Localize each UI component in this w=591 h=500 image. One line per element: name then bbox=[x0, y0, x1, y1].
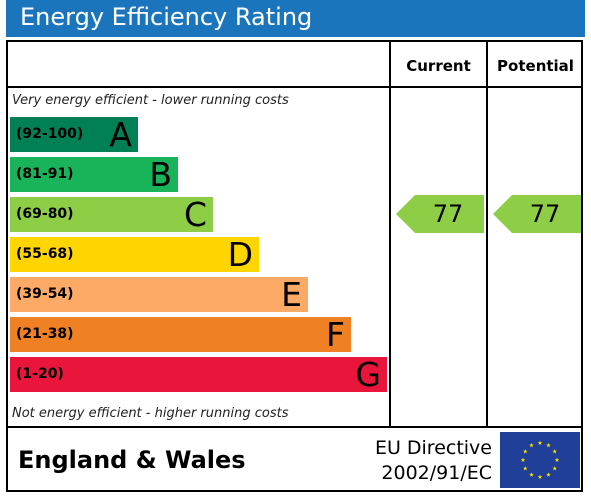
band-range-label: (69-80) bbox=[16, 206, 74, 222]
eu-flag-star bbox=[537, 440, 543, 445]
band-b: (81-91) B bbox=[10, 155, 178, 194]
band-range-label: (39-54) bbox=[16, 286, 74, 302]
band-d: (55-68) D bbox=[10, 235, 259, 274]
potential-rating-value: 77 bbox=[529, 200, 561, 228]
note-inefficient: Not energy efficient - higher running co… bbox=[12, 406, 289, 421]
footer-region: England & Wales bbox=[18, 446, 246, 474]
band-f: (21-38) F bbox=[10, 315, 351, 354]
band-letter: G bbox=[355, 355, 381, 394]
footer-divider bbox=[6, 426, 583, 428]
footer-directive-line2: 2002/91/EC bbox=[381, 462, 492, 484]
band-range-label: (21-38) bbox=[16, 326, 74, 342]
chart-title: Energy Efficiency Rating bbox=[20, 3, 313, 31]
band-letter: E bbox=[281, 275, 302, 314]
current-rating-value: 77 bbox=[432, 200, 464, 228]
column-header-potential: Potential bbox=[497, 57, 574, 75]
eu-flag-star bbox=[554, 457, 560, 462]
eu-flag-star bbox=[552, 449, 557, 454]
current-arrow-polygon bbox=[396, 195, 484, 233]
eu-flag-star bbox=[529, 442, 534, 448]
band-range-label: (92-100) bbox=[16, 126, 84, 142]
eu-flag-icon bbox=[500, 432, 580, 488]
rating-table bbox=[6, 40, 583, 492]
band-range-label: (1-20) bbox=[16, 366, 64, 382]
eu-flag-star bbox=[520, 457, 526, 462]
potential-arrow-polygon bbox=[493, 195, 581, 233]
potential-arrow-shape bbox=[493, 195, 581, 233]
band-a: (92-100) A bbox=[10, 115, 138, 154]
potential-rating-arrow: 77 bbox=[493, 195, 581, 233]
note-efficient: Very energy efficient - lower running co… bbox=[12, 93, 289, 108]
band-letter: D bbox=[227, 235, 253, 274]
eu-flag-background bbox=[500, 432, 580, 488]
eu-flag-star bbox=[529, 472, 534, 477]
band-g: (1-20) G bbox=[10, 355, 387, 394]
eu-flag-star bbox=[546, 442, 551, 448]
column-header-current: Current bbox=[406, 57, 471, 75]
eu-flag-star bbox=[552, 466, 557, 471]
column-divider bbox=[486, 40, 488, 427]
eu-flag-star bbox=[546, 472, 551, 477]
band-letter: C bbox=[183, 195, 207, 234]
eu-flag-star bbox=[537, 474, 543, 479]
footer-directive-line1: EU Directive bbox=[374, 437, 492, 459]
band-e: (39-54) E bbox=[10, 275, 308, 314]
band-c: (69-80) C bbox=[10, 195, 213, 234]
band-range-label: (81-91) bbox=[16, 166, 74, 182]
header-divider bbox=[6, 86, 583, 88]
current-rating-arrow: 77 bbox=[396, 195, 484, 233]
title-bar: Energy Efficiency Rating bbox=[6, 0, 585, 37]
current-arrow-shape bbox=[396, 195, 484, 233]
column-divider bbox=[389, 40, 391, 427]
band-range-label: (55-68) bbox=[16, 246, 74, 262]
band-letter: F bbox=[326, 315, 345, 354]
eu-flag-star bbox=[523, 449, 528, 454]
band-letter: A bbox=[109, 115, 132, 154]
band-letter: B bbox=[149, 155, 172, 194]
eu-flag-star bbox=[523, 466, 528, 471]
